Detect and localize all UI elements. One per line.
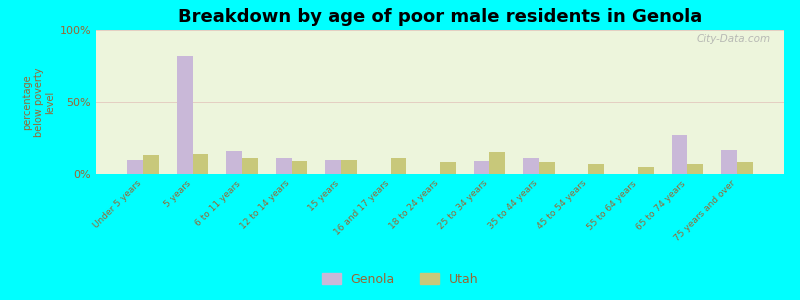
Bar xyxy=(721,149,737,174)
Bar xyxy=(687,164,703,174)
Bar xyxy=(193,154,209,174)
Bar xyxy=(127,160,143,174)
Bar xyxy=(341,160,357,174)
Bar xyxy=(737,163,753,174)
Y-axis label: percentage
below poverty
level: percentage below poverty level xyxy=(22,67,55,137)
Title: Breakdown by age of poor male residents in Genola: Breakdown by age of poor male residents … xyxy=(178,8,702,26)
Bar xyxy=(326,160,341,174)
Bar xyxy=(177,56,193,174)
Bar xyxy=(390,158,406,174)
Bar xyxy=(242,158,258,174)
Bar xyxy=(589,164,604,174)
Bar xyxy=(276,158,291,174)
Bar xyxy=(291,161,307,174)
Bar xyxy=(143,155,159,174)
Text: City-Data.com: City-Data.com xyxy=(696,34,770,44)
Legend: Genola, Utah: Genola, Utah xyxy=(317,268,483,291)
Bar xyxy=(226,151,242,174)
Bar xyxy=(440,163,456,174)
Bar xyxy=(523,158,539,174)
Bar xyxy=(539,163,554,174)
Bar xyxy=(490,152,506,174)
Bar xyxy=(671,135,687,174)
Bar xyxy=(638,167,654,174)
Bar xyxy=(474,161,490,174)
